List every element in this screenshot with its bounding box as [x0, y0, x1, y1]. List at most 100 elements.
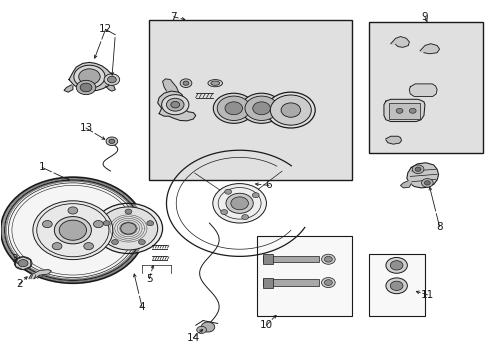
Circle shape: [107, 76, 116, 83]
Text: 14: 14: [186, 333, 200, 343]
Circle shape: [225, 193, 253, 213]
Circle shape: [42, 221, 52, 228]
Circle shape: [252, 102, 270, 115]
Polygon shape: [105, 84, 115, 91]
Text: 13: 13: [79, 123, 92, 133]
Circle shape: [109, 139, 115, 143]
Circle shape: [395, 108, 402, 113]
Text: 12: 12: [99, 24, 112, 35]
Text: 8: 8: [435, 222, 442, 231]
Circle shape: [0, 177, 145, 283]
Circle shape: [76, 80, 96, 95]
Circle shape: [389, 261, 402, 270]
Circle shape: [414, 167, 420, 171]
Polygon shape: [408, 84, 436, 96]
Circle shape: [385, 278, 407, 294]
Text: 10: 10: [259, 320, 272, 330]
Polygon shape: [158, 91, 195, 121]
Ellipse shape: [207, 80, 222, 87]
Circle shape: [54, 217, 91, 244]
Circle shape: [196, 326, 206, 333]
Circle shape: [125, 209, 132, 214]
Bar: [149, 21, 351, 180]
Circle shape: [230, 197, 248, 210]
Bar: [263, 256, 319, 262]
Bar: [368, 22, 483, 153]
Circle shape: [106, 137, 118, 145]
Circle shape: [266, 92, 315, 128]
Circle shape: [424, 181, 429, 185]
Polygon shape: [390, 37, 408, 47]
Circle shape: [389, 281, 402, 291]
Bar: [256, 235, 351, 316]
Circle shape: [241, 215, 248, 220]
Circle shape: [83, 243, 93, 250]
Circle shape: [212, 184, 266, 223]
Circle shape: [241, 93, 282, 123]
Circle shape: [321, 278, 334, 288]
Circle shape: [121, 223, 136, 234]
Circle shape: [138, 239, 145, 244]
Circle shape: [18, 260, 28, 267]
Circle shape: [33, 201, 113, 260]
Circle shape: [161, 95, 188, 115]
Circle shape: [324, 280, 331, 285]
Circle shape: [180, 79, 191, 87]
Polygon shape: [385, 136, 401, 144]
Text: 1: 1: [39, 162, 45, 172]
Bar: [388, 103, 419, 119]
Circle shape: [111, 239, 118, 244]
Polygon shape: [162, 79, 178, 92]
Text: 6: 6: [265, 180, 272, 190]
Polygon shape: [29, 270, 51, 279]
Bar: [263, 278, 272, 288]
Circle shape: [59, 220, 86, 240]
Polygon shape: [406, 163, 438, 188]
Circle shape: [421, 179, 432, 187]
Circle shape: [183, 81, 188, 85]
Circle shape: [68, 207, 78, 214]
Text: 11: 11: [420, 290, 433, 300]
Circle shape: [14, 257, 32, 270]
Text: 9: 9: [421, 12, 427, 22]
Circle shape: [321, 254, 334, 264]
Circle shape: [408, 108, 415, 113]
Polygon shape: [419, 44, 439, 54]
Circle shape: [224, 189, 231, 194]
Circle shape: [411, 165, 423, 174]
Circle shape: [166, 98, 183, 111]
Ellipse shape: [210, 81, 219, 85]
Circle shape: [94, 203, 162, 253]
Circle shape: [220, 210, 227, 215]
Circle shape: [93, 221, 103, 228]
Text: 2: 2: [16, 279, 22, 289]
Circle shape: [103, 221, 110, 226]
Circle shape: [146, 221, 153, 226]
Circle shape: [213, 93, 254, 123]
Circle shape: [224, 102, 242, 115]
Text: 7: 7: [170, 12, 177, 22]
Circle shape: [324, 256, 331, 262]
Circle shape: [52, 243, 62, 250]
Circle shape: [252, 193, 259, 198]
Circle shape: [270, 95, 311, 125]
Circle shape: [74, 65, 105, 88]
Circle shape: [104, 74, 120, 85]
Polygon shape: [69, 62, 113, 91]
Circle shape: [217, 96, 250, 121]
Circle shape: [99, 207, 158, 250]
Circle shape: [79, 69, 100, 85]
Text: 5: 5: [146, 274, 152, 284]
Circle shape: [281, 103, 300, 117]
Bar: [263, 279, 319, 286]
Bar: [368, 253, 424, 316]
Circle shape: [244, 96, 278, 121]
Circle shape: [385, 257, 407, 273]
Polygon shape: [64, 85, 73, 92]
Bar: [263, 254, 272, 264]
Polygon shape: [400, 181, 410, 188]
Circle shape: [170, 102, 179, 108]
Text: 3: 3: [11, 254, 18, 264]
Circle shape: [80, 83, 92, 92]
Circle shape: [201, 322, 214, 332]
